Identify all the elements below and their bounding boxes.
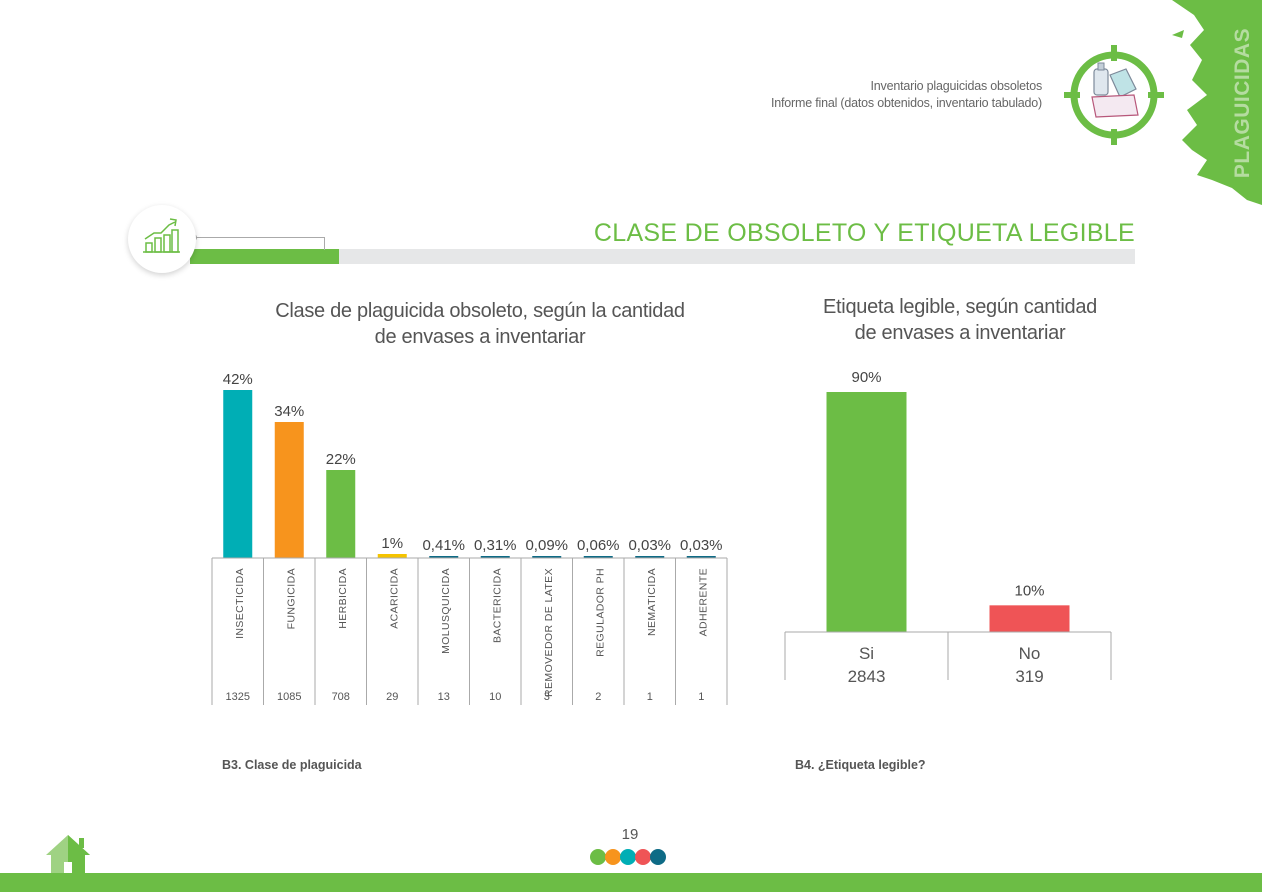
bar-herbicida <box>326 470 356 558</box>
count-label: 2843 <box>848 667 886 686</box>
color-dot <box>650 849 666 865</box>
bar-value-label: 22% <box>326 451 356 468</box>
count-label: 1 <box>698 691 704 703</box>
brush-splash-decoration <box>1172 0 1262 205</box>
category-label: HERBICIDA <box>337 568 349 629</box>
count-label: 1325 <box>226 691 250 703</box>
count-label: 2 <box>595 691 601 703</box>
section-icon-badge <box>128 205 196 273</box>
count-label: 29 <box>386 691 398 703</box>
bar-value-label: 34% <box>274 403 304 420</box>
category-label: INSECTICIDA <box>234 568 246 639</box>
bar-value-label: 10% <box>1014 582 1044 599</box>
report-title: Inventario plaguicidas obsoletos <box>870 79 1043 93</box>
bar-regulador-ph <box>583 556 613 558</box>
chart2-title-line1: Etiqueta legible, según cantidad <box>823 296 1097 318</box>
section-divider-accent <box>190 249 339 264</box>
bar-si <box>826 392 907 632</box>
color-dot <box>620 849 636 865</box>
color-dot <box>605 849 621 865</box>
category-label: ACARICIDA <box>388 568 400 629</box>
category-label: ADHERENTE <box>697 568 709 636</box>
chart2-title: Etiqueta legible, según cantidad de enva… <box>790 294 1130 346</box>
count-label: 3 <box>544 691 550 703</box>
category-label: MOLUSQUICIDA <box>440 568 452 654</box>
bar-adherente <box>686 556 716 558</box>
section-title: CLASE DE OBSOLETO Y ETIQUETA LEGIBLE <box>593 219 1135 247</box>
chart1-title: Clase de plaguicida obsoleto, según la c… <box>260 298 700 350</box>
chart2-caption: B4. ¿Etiqueta legible? <box>795 758 926 772</box>
category-label: FUNGICIDA <box>285 568 297 629</box>
count-label: 10 <box>489 691 501 703</box>
count-label: 708 <box>332 691 350 703</box>
bar-value-label: 0,41% <box>422 537 465 554</box>
section-divider-track <box>190 249 1135 264</box>
chart1-title-line2: de envases a inventariar <box>374 326 586 348</box>
category-label: NEMATICIDA <box>646 568 658 636</box>
bar-value-label: 42% <box>223 371 253 388</box>
count-label: 1085 <box>277 691 301 703</box>
side-label-text: PLAGUICIDAS <box>1231 27 1254 178</box>
pesticide-containers-target-icon <box>1064 45 1164 145</box>
chart1-title-line1: Clase de plaguicida obsoleto, según la c… <box>275 300 685 322</box>
bar-value-label: 0,31% <box>474 537 517 554</box>
bar-value-label: 0,06% <box>577 537 620 554</box>
bar-value-label: 1% <box>381 535 403 552</box>
color-dots-decoration <box>590 849 666 865</box>
chart1-bar-chart: 42% INSECTICIDA 1325 34% FUNGICIDA 1085 22% HER… <box>211 371 728 705</box>
bar-acaricida <box>377 554 407 558</box>
bar-insecticida <box>223 390 253 558</box>
section-side-label: PLAGUICIDAS <box>1230 27 1256 177</box>
count-label: 13 <box>438 691 450 703</box>
bar-value-label: 0,09% <box>525 537 568 554</box>
count-label: 1 <box>647 691 653 703</box>
color-dot <box>635 849 651 865</box>
bar-no <box>989 605 1070 632</box>
bar-fungicida <box>274 422 304 558</box>
bar-value-label: 0,03% <box>680 537 723 554</box>
chart2-bar-chart: 90% Si 2843 10% No 319 <box>784 369 1112 686</box>
bar-molusquicida <box>429 556 459 558</box>
bar-removedor-de-latex <box>532 556 562 558</box>
growth-chart-icon <box>143 218 180 253</box>
category-label: REGULADOR PH <box>594 568 606 657</box>
report-subtitle: Informe final (datos obtenidos, inventar… <box>770 96 1042 110</box>
footer-band <box>0 873 1262 892</box>
count-label: 319 <box>1015 667 1043 686</box>
page-number: 19 <box>621 826 639 843</box>
home-icon[interactable] <box>43 833 93 875</box>
bar-nematicida <box>635 556 665 558</box>
category-label: BACTERICIDA <box>491 568 503 643</box>
color-dot <box>590 849 606 865</box>
bar-value-label: 0,03% <box>628 537 671 554</box>
chart2-title-line2: de envases a inventariar <box>854 322 1066 344</box>
section-connector-line <box>195 237 325 250</box>
category-label: Si <box>859 644 874 663</box>
category-label: REMOVEDOR DE LATEX <box>543 568 555 697</box>
bar-value-label: 90% <box>851 369 881 386</box>
category-label: No <box>1019 644 1041 663</box>
bar-bactericida <box>480 556 510 558</box>
chart1-caption: B3. Clase de plaguicida <box>222 758 362 772</box>
report-meta: Inventario plaguicidas obsoletos Informe… <box>771 78 1042 112</box>
